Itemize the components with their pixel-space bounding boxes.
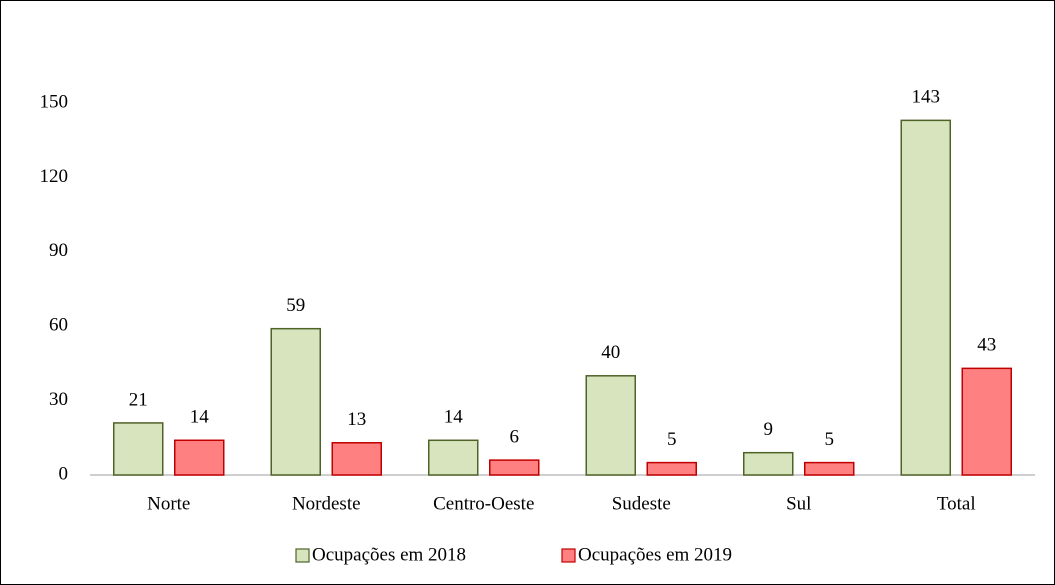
legend-label: Ocupações em 2019 (578, 544, 732, 565)
data-label: 5 (825, 429, 835, 450)
bar (961, 367, 1012, 476)
x-tick-label: Norte (147, 493, 190, 514)
bar (804, 461, 855, 476)
legend-swatch (295, 548, 310, 563)
bar (585, 375, 636, 476)
data-label: 59 (286, 295, 305, 316)
y-tick-label: 120 (40, 166, 69, 187)
bar (900, 119, 951, 476)
y-tick-label: 60 (49, 315, 68, 336)
data-label: 43 (977, 335, 996, 356)
data-label: 143 (912, 87, 941, 108)
y-tick-label: 0 (59, 463, 69, 484)
bar (113, 422, 164, 476)
data-label: 40 (601, 342, 620, 363)
x-tick-label: Sul (786, 493, 811, 514)
data-label: 6 (510, 426, 520, 447)
legend-label: Ocupações em 2018 (312, 544, 466, 565)
data-label: 9 (764, 419, 774, 440)
bar (270, 327, 321, 476)
bar (743, 451, 794, 476)
bar (174, 439, 225, 476)
x-tick-label: Sudeste (612, 493, 671, 514)
y-tick-label: 90 (49, 240, 68, 261)
legend-swatch (561, 548, 576, 563)
data-label: 21 (129, 389, 148, 410)
bar (646, 461, 697, 476)
x-tick-label: Centro-Oeste (433, 493, 534, 514)
data-label: 14 (444, 407, 464, 428)
x-tick-label: Nordeste (292, 493, 361, 514)
y-tick-label: 150 (40, 91, 69, 112)
y-tick-label: 30 (49, 389, 68, 410)
data-label: 14 (190, 407, 210, 428)
bar (331, 442, 382, 476)
x-tick-label: Total (937, 493, 976, 514)
data-label: 5 (667, 429, 677, 450)
bar (489, 459, 540, 476)
bar (428, 439, 479, 476)
data-label: 13 (347, 409, 366, 430)
